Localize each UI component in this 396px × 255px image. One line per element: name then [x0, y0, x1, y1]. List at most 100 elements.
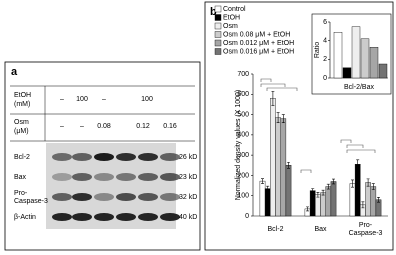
y-tick-label: 6	[323, 19, 327, 26]
significance-brackets	[260, 78, 376, 173]
x-tick-label: Bax	[314, 226, 327, 233]
treatment-unit: (mM)	[14, 101, 30, 108]
band-name: Bax	[14, 174, 27, 181]
inset-title: Bcl-2/Bax	[344, 84, 374, 91]
y-tick-label: 700	[237, 71, 249, 78]
blot-band	[94, 153, 114, 161]
bar	[330, 181, 337, 217]
error-bar	[321, 189, 325, 196]
error-bar	[271, 90, 275, 106]
y-tick-label: 300	[237, 152, 249, 159]
error-bar	[316, 191, 320, 198]
treatment-cell: 100	[76, 96, 88, 103]
legend-label: Osm 0.012 μM + EtOH	[223, 40, 294, 47]
treatment-cell: –	[60, 96, 64, 103]
blot-band	[52, 173, 72, 181]
blot-band	[138, 213, 158, 221]
blot-band	[160, 153, 180, 161]
blot-band	[116, 213, 136, 221]
band-name: Pro-Caspase-3	[14, 190, 48, 205]
blot-band	[52, 213, 72, 221]
treatment-cell: 100	[141, 96, 153, 103]
error-bar	[287, 161, 290, 169]
y-tick-label: 4	[323, 38, 327, 45]
blot-band	[94, 213, 114, 221]
blot-band	[138, 193, 158, 201]
blot-band	[94, 193, 114, 201]
y-tick-label: 0	[245, 213, 249, 220]
error-bar	[276, 112, 280, 123]
band-size: 26 kD	[179, 154, 197, 161]
treatment-unit: (μM)	[14, 128, 29, 135]
error-bar	[361, 201, 365, 209]
blot-band	[160, 213, 180, 221]
bar	[264, 188, 271, 217]
band-size: 40 kD	[179, 214, 197, 221]
treatment-name: Osm	[14, 119, 29, 126]
legend-label: EtOH	[223, 14, 240, 21]
treatment-cell: –	[102, 96, 106, 103]
band-size: 23 kD	[179, 174, 197, 181]
blot-band	[72, 213, 92, 221]
error-bar	[311, 188, 315, 193]
y-axis-label: Ratio	[314, 42, 321, 58]
error-bar	[371, 183, 375, 190]
panel-b-frame	[204, 1, 394, 251]
panel-b-label: b	[210, 6, 217, 18]
treatment-cell: 0.16	[163, 123, 177, 130]
error-bar	[366, 178, 370, 187]
treatment-cell: –	[80, 123, 84, 130]
blot-band	[72, 193, 92, 201]
legend-swatch	[214, 48, 222, 55]
y-tick-label: 0	[323, 75, 327, 82]
bar	[360, 38, 370, 79]
blot-band	[138, 153, 158, 161]
error-bar	[332, 178, 335, 185]
legend-label: Osm	[223, 23, 238, 30]
bar	[349, 183, 356, 217]
blot-band	[116, 153, 136, 161]
treatment-cell: –	[60, 123, 64, 130]
error-bar	[351, 179, 354, 188]
bar	[351, 26, 361, 79]
error-bar	[261, 178, 264, 184]
blot-band	[160, 193, 180, 201]
legend-label: Control	[223, 6, 246, 13]
bar	[270, 98, 276, 217]
x-tick-label: Bcl-2	[268, 226, 284, 233]
panel-a-label: a	[11, 66, 18, 78]
bar	[325, 186, 332, 217]
x-tick-label: Pro-Caspase-3	[349, 222, 383, 237]
legend-label: Osm 0.08 μM + EtOH	[223, 31, 290, 38]
blot-band	[52, 193, 72, 201]
bar	[320, 192, 326, 217]
legend-label: Osm 0.016 μM + EtOH	[223, 48, 294, 55]
y-tick-label: 100	[237, 193, 249, 200]
blot-band	[116, 173, 136, 181]
band-name: Bcl-2	[14, 154, 30, 161]
y-tick-label: 200	[237, 172, 249, 179]
bar	[280, 118, 287, 217]
legend-swatch	[214, 39, 222, 47]
bar	[285, 165, 292, 217]
blot-band	[116, 193, 136, 201]
error-bar	[326, 183, 330, 190]
y-tick-label: 500	[237, 111, 249, 118]
y-tick-label: 2	[323, 56, 327, 63]
y-axis-label: Normalized density values (X 1000)	[235, 90, 242, 201]
y-tick-label: 600	[237, 91, 249, 98]
blot-band	[138, 173, 158, 181]
treatment-cell: 0.12	[136, 123, 150, 130]
bar	[309, 190, 316, 217]
blot-band	[52, 153, 72, 161]
blot-band	[94, 173, 114, 181]
bar	[342, 67, 352, 79]
bar	[365, 182, 371, 217]
bar	[370, 186, 377, 217]
bar	[378, 63, 388, 79]
bar	[259, 180, 266, 217]
y-tick-label: 400	[237, 132, 249, 139]
bar	[369, 47, 379, 79]
bar	[354, 164, 361, 217]
